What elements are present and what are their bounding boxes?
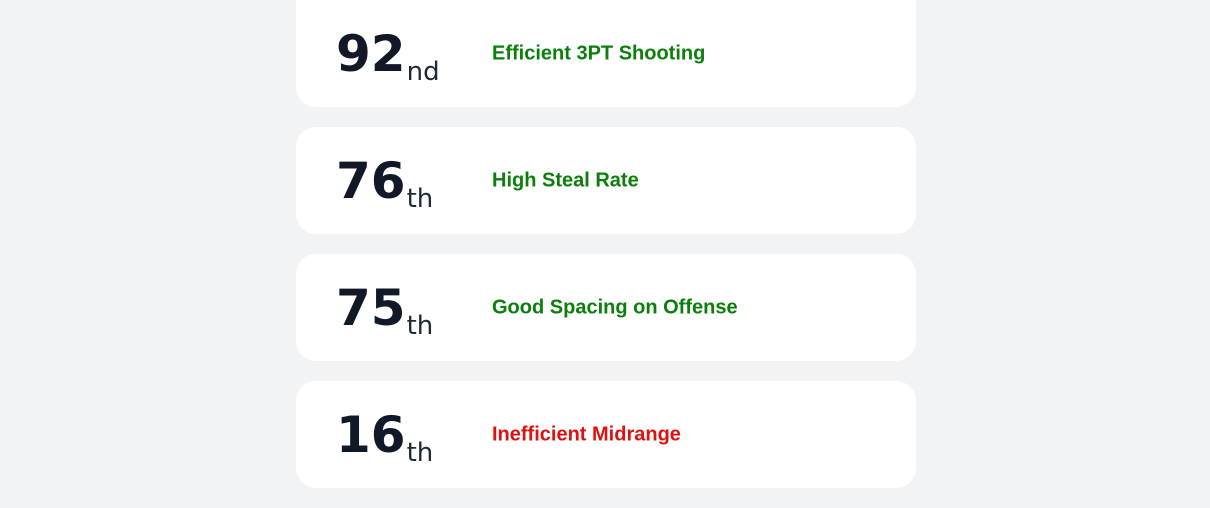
stat-card: 76 th High Steal Rate bbox=[296, 127, 916, 234]
percentile-rank: 92 nd bbox=[336, 24, 440, 85]
percentile-number: 75 bbox=[336, 278, 406, 337]
percentile-rank: 16 th bbox=[336, 405, 433, 466]
stat-card: 75 th Good Spacing on Offense bbox=[296, 254, 916, 361]
ordinal-suffix: th bbox=[406, 183, 434, 214]
percentile-number: 16 bbox=[336, 405, 406, 464]
ordinal-suffix: th bbox=[406, 437, 434, 468]
stat-label: Inefficient Midrange bbox=[492, 423, 681, 445]
stat-label: Good Spacing on Offense bbox=[492, 296, 738, 318]
stat-label: Efficient 3PT Shooting bbox=[492, 42, 706, 64]
percentile-number: 92 bbox=[336, 24, 406, 83]
percentile-rank: 75 th bbox=[336, 278, 433, 339]
percentile-number: 76 bbox=[336, 151, 406, 210]
ordinal-suffix: th bbox=[406, 310, 434, 341]
percentile-rank: 76 th bbox=[336, 151, 433, 212]
stat-card: 16 th Inefficient Midrange bbox=[296, 381, 916, 488]
stat-card: 92 nd Efficient 3PT Shooting bbox=[296, 0, 916, 107]
ordinal-suffix: nd bbox=[406, 56, 440, 87]
stat-label: High Steal Rate bbox=[492, 169, 639, 191]
